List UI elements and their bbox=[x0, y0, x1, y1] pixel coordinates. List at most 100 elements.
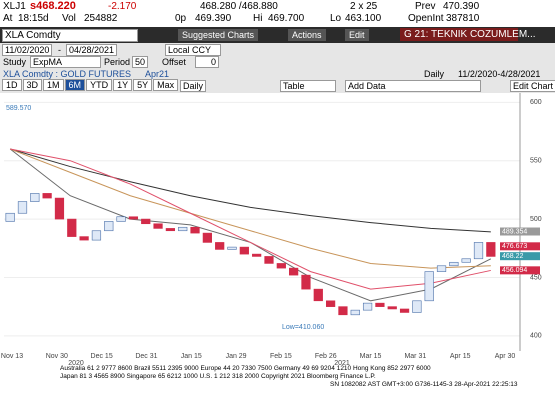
button[interactable]: Suggested Charts bbox=[178, 29, 259, 41]
candle bbox=[375, 302, 385, 307]
size: 2 x 25 bbox=[350, 1, 378, 12]
range-button[interactable]: 3D bbox=[22, 79, 43, 91]
footer-line: SN 1082082 AST GMT+3:00 G736-1145-3 28-A… bbox=[330, 381, 518, 388]
price-marker-label: 476.673 bbox=[502, 243, 527, 250]
candle bbox=[350, 309, 360, 316]
x-tick-label: Apr 15 bbox=[450, 353, 471, 360]
candle bbox=[387, 306, 397, 310]
table-button[interactable]: Table bbox=[280, 80, 336, 92]
hi: 469.700 bbox=[268, 13, 305, 24]
candle bbox=[67, 218, 77, 237]
candle bbox=[473, 242, 484, 260]
candle bbox=[313, 288, 323, 302]
x-tick-label: Dec 15 bbox=[91, 353, 113, 360]
candle bbox=[5, 212, 15, 222]
range-button[interactable]: 6M bbox=[64, 79, 86, 91]
x-tick-label: Nov 13 bbox=[1, 353, 23, 360]
x-tick-label: Mar 15 bbox=[360, 353, 382, 360]
at-label: At bbox=[3, 13, 13, 24]
lo: 463.100 bbox=[345, 13, 382, 24]
description: XLA Comdty : GOLD FUTURES bbox=[3, 69, 132, 79]
candle bbox=[264, 256, 274, 264]
candle bbox=[128, 216, 139, 220]
x-tick-label: Dec 31 bbox=[135, 353, 157, 360]
candle bbox=[301, 274, 311, 290]
range-button[interactable]: Max bbox=[153, 79, 179, 91]
range-button[interactable]: 5Y bbox=[133, 79, 153, 91]
y-tick-label: 550 bbox=[530, 158, 542, 165]
range-button[interactable]: 1Y bbox=[113, 79, 133, 91]
frequency-button[interactable]: Daily bbox=[180, 80, 207, 92]
footer-line: Australia 61 2 9777 8600 Brazil 5511 239… bbox=[60, 365, 431, 372]
candle bbox=[436, 265, 447, 272]
candle bbox=[165, 228, 176, 232]
button[interactable]: Actions bbox=[288, 29, 326, 41]
hi-label: Hi bbox=[253, 13, 263, 24]
year-label: 2021 bbox=[334, 360, 350, 365]
study[interactable]: ExpMA bbox=[30, 56, 101, 68]
study-label: Study bbox=[3, 57, 27, 67]
candle bbox=[153, 223, 163, 229]
moving-average bbox=[10, 148, 491, 233]
candle bbox=[104, 221, 114, 232]
end-date[interactable]: 04/28/2021 bbox=[66, 44, 118, 56]
button[interactable]: Edit bbox=[345, 29, 369, 41]
candle bbox=[325, 300, 336, 307]
candle bbox=[486, 242, 496, 257]
chart: 400 450 500 550 600 589.570 Low=410.060 489.354… bbox=[0, 93, 555, 365]
prev: 470.390 bbox=[443, 1, 480, 12]
price-marker bbox=[500, 266, 540, 275]
prev-label: Prev bbox=[415, 1, 436, 12]
vol-label: Vol bbox=[62, 13, 76, 24]
x-tick-label: Feb 15 bbox=[270, 353, 292, 360]
candle bbox=[54, 197, 65, 220]
dash: - bbox=[58, 45, 61, 55]
candle bbox=[412, 300, 422, 313]
price-marker-label: 468.22 bbox=[502, 253, 524, 260]
x-tick-label: Mar 31 bbox=[404, 353, 426, 360]
bid-ask: 468.280 /468.880 bbox=[200, 1, 278, 12]
edit-chart[interactable]: Edit Chart bbox=[510, 80, 555, 92]
last: s468.220 bbox=[30, 0, 76, 12]
settings: 11/02/2020 - 04/28/2021 Local CCY Study … bbox=[0, 43, 555, 93]
period[interactable]: 50 bbox=[132, 56, 149, 68]
candle bbox=[252, 253, 262, 257]
oi: 387810 bbox=[446, 13, 480, 24]
x-tick-label: Jan 29 bbox=[226, 353, 247, 360]
range-button[interactable]: 1M bbox=[43, 79, 64, 91]
time: 18:15d bbox=[18, 13, 49, 24]
footer-line: Japan 81 3 4565 8900 Singapore 65 6212 1… bbox=[60, 373, 376, 380]
range-button[interactable]: YTD bbox=[86, 79, 113, 91]
y-tick-label: 400 bbox=[530, 333, 542, 340]
price-marker bbox=[500, 227, 540, 236]
candle bbox=[91, 230, 102, 241]
range-button[interactable]: 1D bbox=[2, 79, 22, 91]
toolbar: XLA Comdty Suggested Charts Actions Edit… bbox=[0, 27, 555, 43]
price-marker bbox=[500, 242, 540, 251]
candle bbox=[338, 306, 348, 316]
candle bbox=[399, 308, 410, 313]
footer: Australia 61 2 9777 8600 Brazil 5511 239… bbox=[0, 365, 555, 400]
price-marker-label: 489.354 bbox=[502, 228, 527, 235]
x-tick-label: Jan 15 bbox=[181, 353, 202, 360]
range-buttons: 1D 3D 1M 6M YTD 1Y 5Y Max bbox=[2, 79, 179, 91]
start-date[interactable]: 11/02/2020 bbox=[2, 44, 53, 56]
candle bbox=[461, 258, 471, 263]
lo-label: Lo bbox=[330, 13, 342, 24]
price-marker-label: 456.094 bbox=[502, 267, 527, 274]
candle bbox=[190, 226, 200, 234]
quote-bar: XLJ1 s468.220 -2.170 468.280 /468.880 2 … bbox=[0, 0, 555, 26]
year-label: 2020 bbox=[68, 360, 84, 365]
security-input[interactable]: XLA Comdty bbox=[2, 29, 138, 42]
candle bbox=[178, 226, 188, 232]
add-data[interactable]: Add Data bbox=[345, 80, 481, 92]
currency[interactable]: Local CCY bbox=[165, 44, 221, 56]
candle bbox=[202, 232, 212, 243]
offset[interactable]: 0 bbox=[195, 56, 219, 68]
oi-label: OpenInt bbox=[408, 13, 444, 24]
price-marker bbox=[500, 252, 540, 261]
candle bbox=[449, 261, 459, 267]
open-label: 0p bbox=[175, 13, 187, 24]
offset-label: Offset bbox=[162, 57, 186, 67]
candle bbox=[227, 246, 237, 250]
